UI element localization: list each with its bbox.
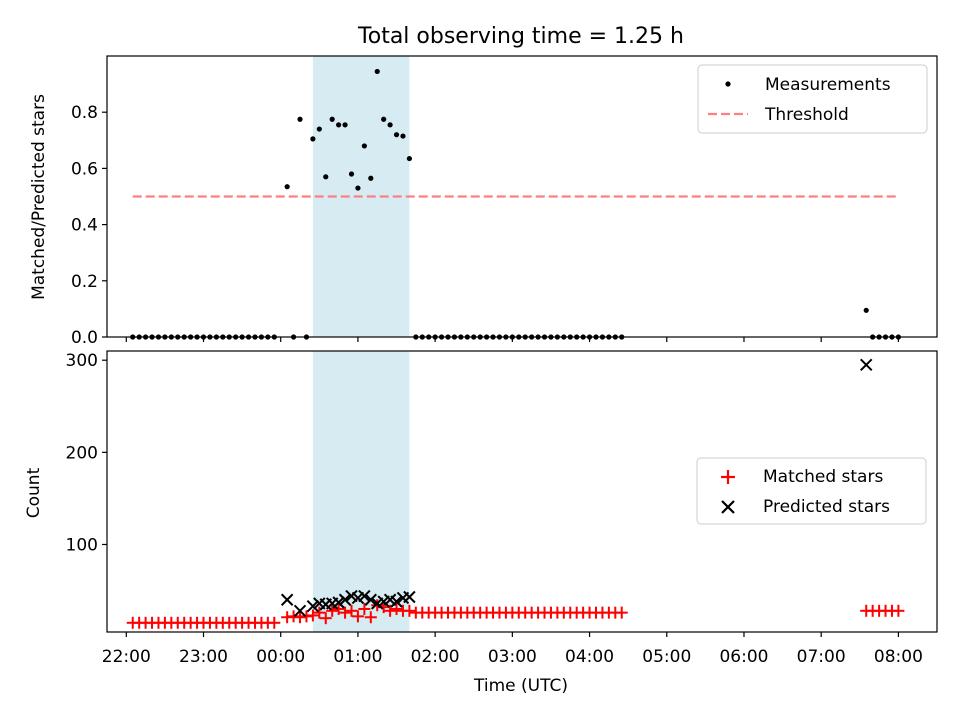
x-tick-label: 02:00	[411, 647, 460, 667]
y-tick-label: 0.4	[71, 216, 98, 236]
x-tick-label: 07:00	[797, 647, 846, 667]
legend-measurements-marker	[725, 81, 731, 87]
measurement-point	[297, 116, 303, 122]
legend-matched-marker	[721, 470, 735, 484]
measurement-point	[348, 171, 355, 177]
x-tick-label: 04:00	[565, 647, 614, 667]
bottom-y-ticks: 100 200 300	[66, 351, 107, 555]
x-tick-label: 22:00	[102, 647, 151, 667]
bottom-x-ticks: 22:00 23:00 00:00 01:00 02:00 03:00 04:00 05:00…	[102, 632, 923, 667]
y-tick-label: 0.2	[71, 272, 98, 292]
matched-star-point	[384, 604, 397, 617]
measurement-point	[863, 307, 869, 313]
predicted-star-point	[403, 590, 416, 604]
measurement-point	[374, 68, 380, 75]
x-tick-label: 03:00	[488, 647, 537, 667]
chart-title: Total observing time = 1.25 h	[357, 24, 684, 49]
top-y-ticks: 0.0 0.2 0.4 0.6 0.8	[71, 103, 107, 348]
measurement-point	[381, 116, 387, 122]
matched-star-point	[892, 604, 905, 617]
predicted-star-point	[364, 593, 378, 606]
top-panel: 0.00.20.40.60.8 Matched/Predicted stars …	[29, 55, 938, 348]
measurement-point	[355, 185, 361, 191]
measurement-point	[387, 122, 393, 128]
matched-star-point	[351, 610, 364, 623]
measurement-point	[342, 122, 348, 128]
x-tick-label: 01:00	[333, 647, 382, 667]
measurement-point	[336, 122, 342, 128]
predicted-stars-series	[280, 358, 873, 618]
bottom-highlight-span	[312, 351, 410, 632]
matched-star-point	[326, 604, 339, 617]
x-axis-label: Time (UTC)	[473, 676, 568, 696]
x-tick-label: 06:00	[719, 647, 768, 667]
y-tick-label: 0.8	[71, 103, 98, 123]
top-x-ticks	[125, 337, 899, 342]
predicted-star-point	[390, 595, 403, 608]
x-tick-label: 23:00	[179, 647, 228, 667]
matched-star-point	[390, 602, 403, 615]
x-tick-label: 05:00	[642, 647, 691, 667]
y-tick-label: 100	[66, 535, 98, 555]
predicted-star-point	[358, 589, 371, 603]
measurement-point	[400, 133, 406, 139]
top-legend: Measurements Threshold	[697, 64, 928, 134]
matched-star-point	[332, 602, 345, 615]
matched-star-point	[403, 604, 416, 617]
measurement-point	[310, 136, 316, 142]
measurement-point	[323, 174, 329, 180]
measurement-point	[329, 116, 335, 122]
legend-predicted-marker	[721, 500, 735, 514]
matched-star-point	[319, 612, 332, 625]
matched-star-point	[364, 611, 377, 624]
y-tick-label: 200	[66, 443, 98, 463]
y-tick-label: 0.0	[71, 328, 98, 348]
measurement-point	[361, 143, 367, 149]
matched-star-point	[339, 606, 352, 619]
legend-matched-label: Matched stars	[763, 467, 883, 487]
predicted-star-point	[332, 596, 345, 609]
measurement-point	[393, 132, 400, 138]
bottom-legend: Matched stars Predicted stars	[696, 457, 927, 525]
y-tick-label: 300	[66, 351, 98, 371]
predicted-star-point	[860, 358, 873, 372]
legend-measurements-label: Measurements	[765, 75, 891, 95]
predicted-star-point	[280, 593, 294, 606]
measurement-point	[316, 126, 322, 132]
predicted-star-point	[338, 593, 352, 606]
measurement-point	[368, 175, 374, 181]
x-tick-label: 08:00	[874, 647, 923, 667]
matched-star-point	[313, 606, 326, 619]
bottom-panel: 100 200 300 22:00 23:00 00:00 01:00 02:00 03:00…	[24, 350, 938, 696]
matched-star-point	[358, 602, 371, 615]
x-tick-label: 00:00	[256, 647, 305, 667]
matched-star-point	[615, 606, 628, 619]
matched-stars-series	[126, 599, 905, 629]
predicted-star-point	[306, 599, 320, 613]
matched-star-point	[268, 616, 281, 629]
y-tick-label: 0.6	[71, 159, 98, 179]
measurement-point	[284, 184, 290, 190]
bottom-axes-frame	[106, 350, 938, 633]
predicted-star-point	[293, 604, 307, 618]
bottom-y-axis-label: Count	[24, 467, 44, 518]
top-y-axis-label: Matched/Predicted stars	[29, 94, 49, 300]
legend-threshold-label: Threshold	[764, 105, 849, 125]
matched-star-point	[306, 609, 319, 622]
legend-predicted-label: Predicted stars	[763, 497, 890, 517]
top-axes-frame	[106, 55, 938, 338]
measurement-point	[406, 155, 413, 162]
matched-star-point	[345, 604, 358, 617]
